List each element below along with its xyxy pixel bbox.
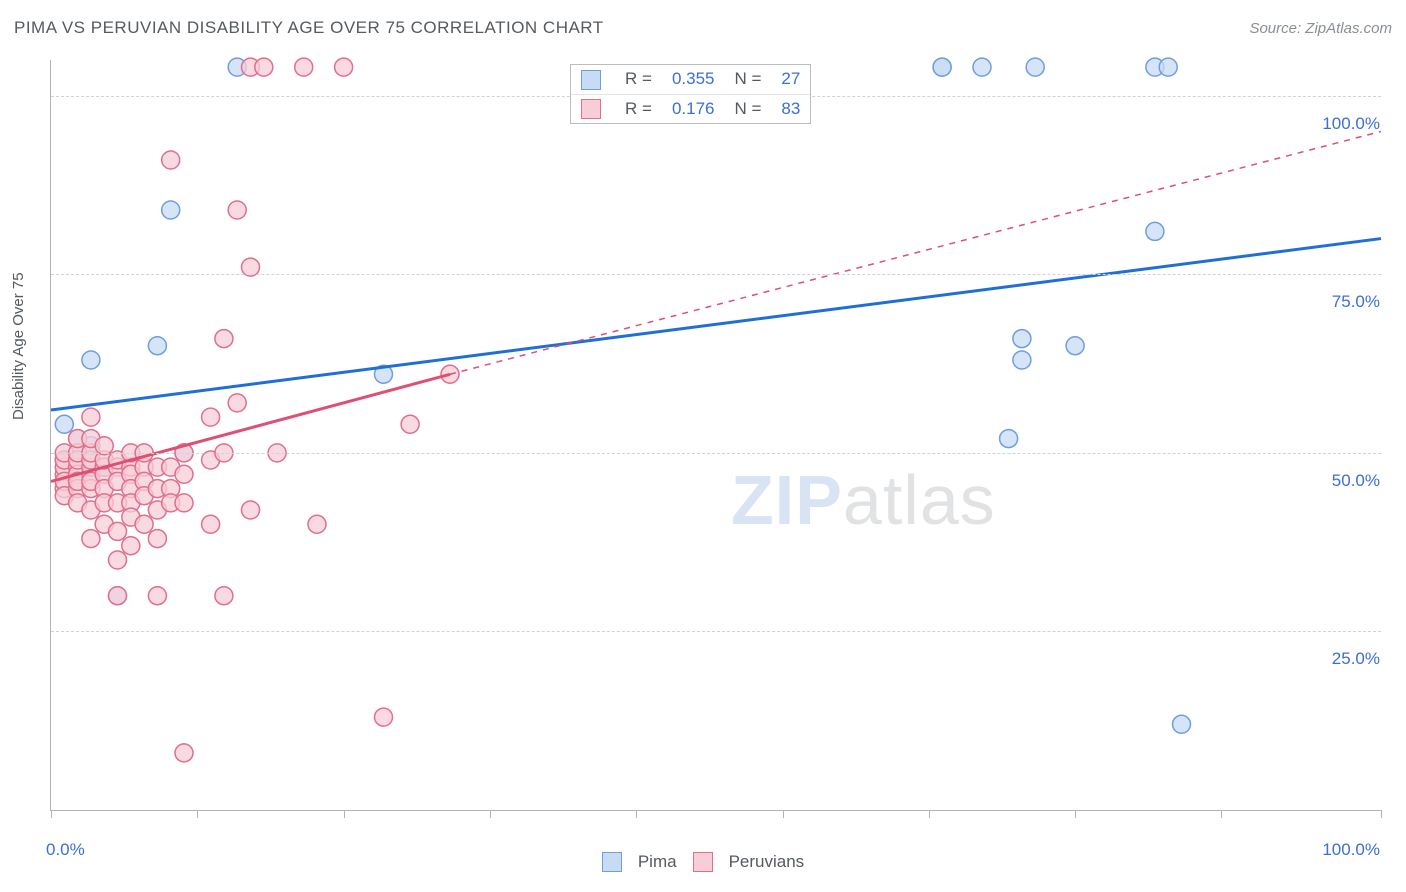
data-point (375, 708, 393, 726)
legend-swatch (602, 852, 622, 872)
legend-r-label: R = (615, 65, 662, 94)
x-tick (197, 810, 198, 818)
data-point (55, 415, 73, 433)
data-point (82, 351, 100, 369)
data-point (82, 408, 100, 426)
trendline-peruvians-dashed (450, 131, 1381, 374)
gridline-h (51, 453, 1381, 454)
legend-swatch (581, 70, 601, 90)
data-point (1146, 222, 1164, 240)
legend-row: R =0.176N =83 (571, 94, 810, 123)
title-bar: PIMA VS PERUVIAN DISABILITY AGE OVER 75 … (14, 18, 1392, 38)
x-tick (344, 810, 345, 818)
trendline-peruvians-solid (51, 374, 450, 481)
data-point (973, 58, 991, 76)
data-point (82, 530, 100, 548)
data-point (148, 587, 166, 605)
x-tick (1221, 810, 1222, 818)
data-point (228, 201, 246, 219)
data-point (242, 501, 260, 519)
data-point (109, 522, 127, 540)
data-point (228, 394, 246, 412)
x-tick (1381, 810, 1382, 818)
data-point (202, 515, 220, 533)
y-tick-label: 75.0% (1332, 292, 1380, 312)
y-tick-label: 100.0% (1322, 114, 1380, 134)
legend-n-label: N = (724, 94, 771, 123)
data-point (1159, 58, 1177, 76)
data-point (255, 58, 273, 76)
legend-n-value: 27 (771, 65, 810, 94)
legend-r-value: 0.176 (662, 94, 725, 123)
data-point (1013, 351, 1031, 369)
data-point (175, 465, 193, 483)
legend-swatch (693, 852, 713, 872)
data-point (135, 515, 153, 533)
data-point (148, 530, 166, 548)
data-point (122, 537, 140, 555)
data-point (1173, 715, 1191, 733)
data-point (933, 58, 951, 76)
data-point (175, 744, 193, 762)
source-label: Source: ZipAtlas.com (1249, 20, 1392, 37)
data-point (1066, 337, 1084, 355)
x-tick (783, 810, 784, 818)
legend-r-value: 0.355 (662, 65, 725, 94)
data-point (109, 587, 127, 605)
x-tick (490, 810, 491, 818)
gridline-h (51, 274, 1381, 275)
plot-svg (51, 60, 1381, 810)
data-point (335, 58, 353, 76)
data-point (175, 494, 193, 512)
legend-r-label: R = (615, 94, 662, 123)
legend-label: Pima (638, 852, 677, 871)
y-tick-label: 50.0% (1332, 471, 1380, 491)
data-point (215, 330, 233, 348)
legend-n-label: N = (724, 65, 771, 94)
plot-area: ZIPatlas (50, 60, 1381, 811)
x-axis-min: 0.0% (46, 840, 85, 860)
legend-row: R =0.355N =27 (571, 65, 810, 94)
x-tick (51, 810, 52, 818)
y-tick-label: 25.0% (1332, 649, 1380, 669)
x-tick (636, 810, 637, 818)
data-point (295, 58, 313, 76)
data-point (162, 151, 180, 169)
data-point (109, 551, 127, 569)
data-point (1026, 58, 1044, 76)
data-point (1000, 430, 1018, 448)
y-axis-label: Disability Age Over 75 (10, 272, 27, 420)
x-axis-max: 100.0% (1322, 840, 1380, 860)
data-point (308, 515, 326, 533)
data-point (401, 415, 419, 433)
series-legend: Pima Peruvians (0, 851, 1406, 872)
correlation-legend: R =0.355N =27R =0.176N =83 (570, 64, 811, 124)
legend-label: Peruvians (729, 852, 805, 871)
data-point (202, 408, 220, 426)
data-point (215, 587, 233, 605)
data-point (1013, 330, 1031, 348)
gridline-h (51, 631, 1381, 632)
data-point (148, 337, 166, 355)
chart-title: PIMA VS PERUVIAN DISABILITY AGE OVER 75 … (14, 18, 604, 38)
x-tick (929, 810, 930, 818)
legend-n-value: 83 (771, 94, 810, 123)
data-point (162, 201, 180, 219)
legend-swatch (581, 99, 601, 119)
x-tick (1075, 810, 1076, 818)
